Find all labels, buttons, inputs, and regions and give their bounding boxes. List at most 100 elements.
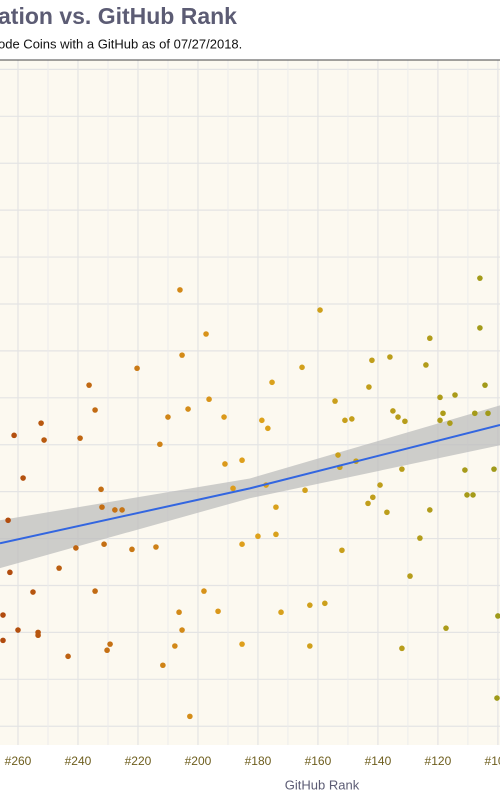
data-point [0,637,6,644]
x-tick-label: #160 [305,754,332,768]
confidence-band [0,405,500,569]
data-point [20,475,26,481]
data-point [265,425,271,432]
data-point [177,287,183,293]
data-point [399,466,405,472]
data-point [402,418,408,425]
data-point [472,410,478,417]
data-point [366,384,372,390]
data-point [206,396,212,403]
data-point [203,331,209,337]
data-point [41,437,47,443]
data-point [278,609,284,616]
data-point [101,541,107,547]
data-point [440,410,446,417]
data-point [477,275,483,281]
plot-panel [0,60,500,745]
x-tick-label: #120 [425,754,452,768]
x-tick-label: #260 [5,754,32,768]
data-point [215,608,221,615]
data-point [92,588,98,594]
data-point [157,441,163,448]
data-point [239,641,245,647]
data-point [160,662,166,669]
data-point [119,507,125,513]
data-point [477,325,483,331]
data-point [230,485,236,492]
data-point [98,486,104,493]
data-point [443,625,449,631]
data-point [387,354,393,360]
data-point [77,435,83,441]
chart-subtitle: ode Coins with a GitHub as of 07/27/2018… [0,36,242,51]
grid [0,60,500,745]
data-point [179,352,185,358]
data-point [395,414,401,420]
x-tick-label: #220 [125,754,152,768]
x-tick-label: #240 [65,754,92,768]
data-point [299,364,305,371]
data-point [201,588,207,594]
data-point [107,641,113,647]
data-point [11,432,17,439]
data-point [273,531,279,538]
data-point [494,695,500,701]
data-point [187,713,193,720]
data-point [0,612,6,618]
data-point [35,632,41,639]
data-point [369,357,375,364]
data-point [417,535,423,541]
data-point [399,645,405,652]
data-point [239,541,245,547]
data-point [464,492,470,498]
data-point [470,492,476,498]
data-point [269,379,275,386]
data-point [65,653,71,660]
data-point [407,573,413,579]
data-point [273,504,279,510]
data-point [437,394,443,401]
data-point [255,533,261,540]
data-point [176,609,182,616]
data-point [322,600,328,607]
data-point [307,643,313,649]
data-point [365,500,371,507]
data-point [495,613,500,619]
x-tick-label: #180 [245,754,272,768]
data-point [485,410,491,417]
data-point [317,307,323,313]
trend-line [0,424,500,545]
data-point [390,408,396,414]
data-point [427,507,433,513]
data-point [104,647,110,654]
data-point [112,507,118,513]
data-point [179,627,185,633]
data-point [335,452,341,458]
data-point [239,457,245,464]
data-point [462,467,468,473]
data-point [7,569,13,576]
data-point [437,417,443,424]
x-tick-label: #140 [365,754,392,768]
data-point [153,544,159,550]
x-tick-label: #200 [185,754,212,768]
data-point [185,406,191,412]
data-point [15,627,21,633]
data-point [73,545,79,551]
data-point [423,362,429,368]
data-point [377,482,383,488]
data-point [172,643,178,649]
data-point [259,417,265,424]
data-point [165,414,171,420]
data-point [342,417,348,424]
data-point [5,517,11,524]
data-point [56,565,62,571]
data-point [307,602,313,608]
data-point [491,466,497,472]
data-point [99,504,105,510]
data-point [349,416,355,422]
data-point [482,382,488,388]
data-point [332,398,338,404]
data-point [86,382,92,388]
